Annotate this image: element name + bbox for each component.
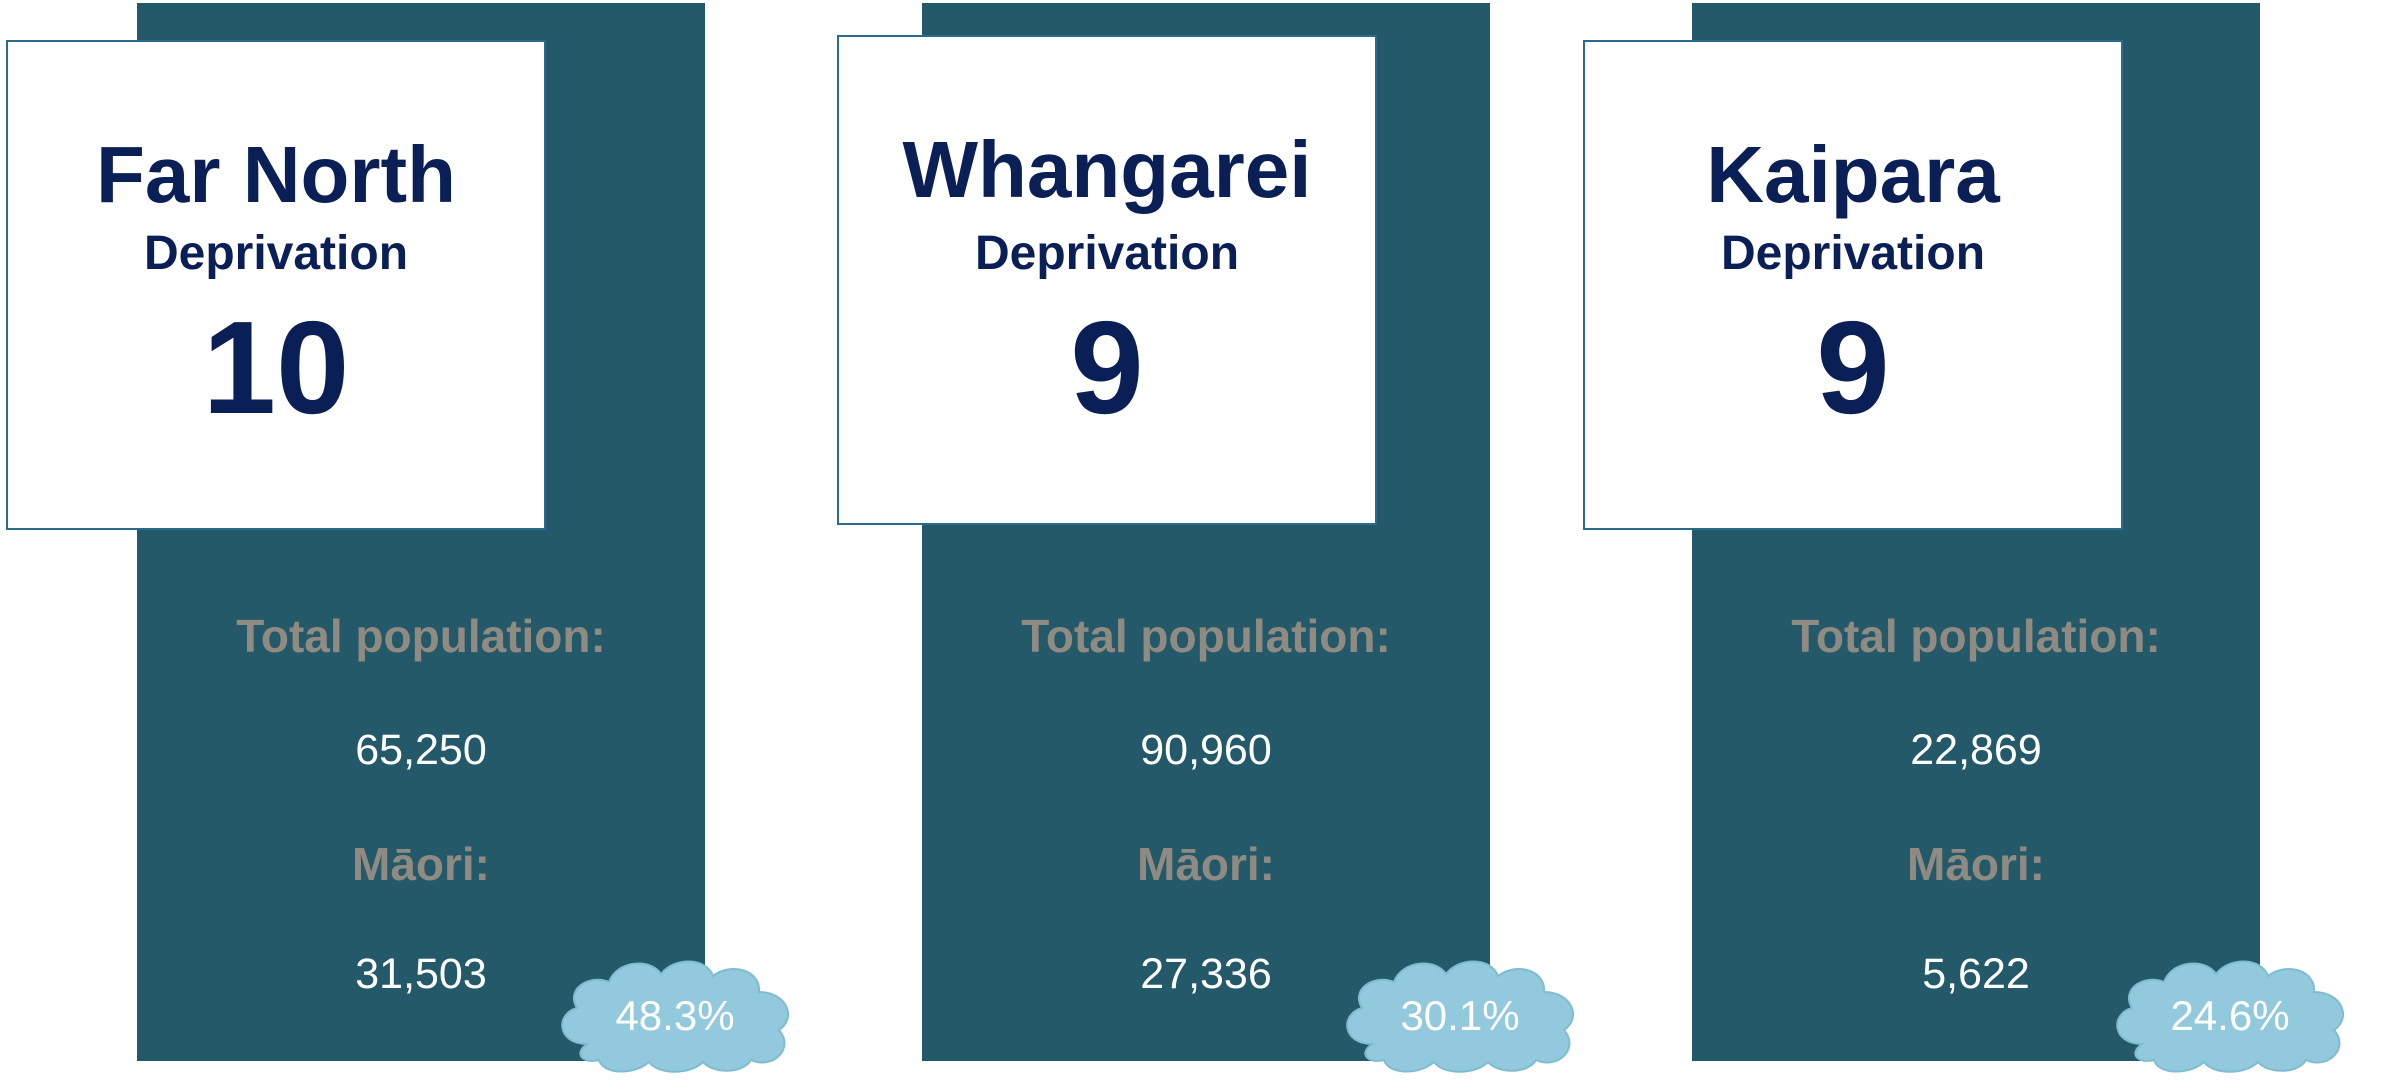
maori-label: Māori: (352, 838, 490, 890)
population-label: Total population: (236, 610, 606, 662)
population-value: 90,960 (1140, 726, 1272, 774)
maori-value: 31,503 (355, 950, 487, 998)
district-card: Total population: 90,960 Māori: 27,336 (922, 3, 1490, 1061)
population-label: Total population: (1791, 610, 2161, 662)
deprivation-value: 9 (1816, 294, 1890, 441)
population-label: Total population: (1021, 610, 1391, 662)
maori-label: Māori: (1907, 838, 2045, 890)
deprivation-value: 9 (1070, 294, 1144, 441)
deprivation-label: Deprivation (974, 227, 1240, 280)
cloud-shape (561, 960, 790, 1073)
district-header: Whangarei Deprivation 9 (837, 35, 1377, 525)
maori-share: 30.1% (1400, 992, 1519, 1039)
district-name: Far North (96, 130, 456, 219)
cloud-shape (1346, 960, 1575, 1073)
share-cloud: 24.6% (2116, 960, 2345, 1073)
district-name: Kaipara (1706, 130, 2000, 219)
share-cloud: 48.3% (561, 960, 790, 1073)
maori-share: 24.6% (2170, 992, 2289, 1039)
share-cloud: 30.1% (1346, 960, 1575, 1073)
district-header: Far North Deprivation 10 (6, 40, 546, 530)
deprivation-value: 10 (202, 294, 350, 441)
maori-share: 48.3% (615, 992, 734, 1039)
deprivation-label: Deprivation (143, 227, 409, 280)
population-value: 65,250 (355, 726, 487, 774)
deprivation-label: Deprivation (1720, 227, 1986, 280)
maori-label: Māori: (1137, 838, 1275, 890)
population-value: 22,869 (1910, 726, 2042, 774)
district-header: Kaipara Deprivation 9 (1583, 40, 2123, 530)
maori-value: 27,336 (1140, 950, 1272, 998)
district-name: Whangarei (902, 125, 1312, 214)
cloud-shape (2116, 960, 2345, 1073)
maori-value: 5,622 (1922, 950, 2030, 998)
